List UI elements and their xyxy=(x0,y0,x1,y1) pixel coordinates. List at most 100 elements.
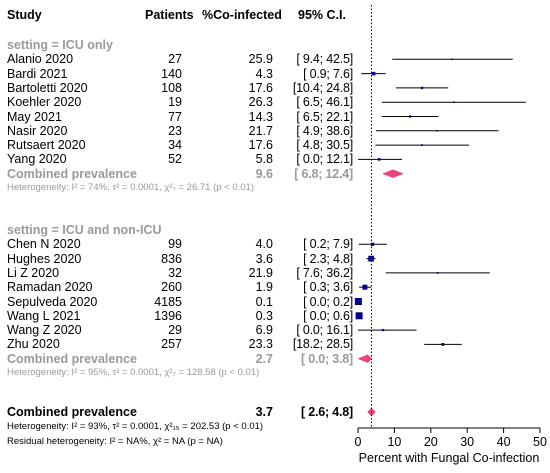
study-box xyxy=(377,158,381,161)
study-estimate: 21.9 xyxy=(248,265,273,280)
study-estimate: 14.3 xyxy=(248,109,273,124)
subgroup-title: setting = ICU and non-ICU xyxy=(7,223,162,237)
study-name: Nasir 2020 xyxy=(7,123,68,138)
study-estimate: 4.0 xyxy=(255,237,273,252)
study-name: Wang Z 2020 xyxy=(7,323,82,338)
study-estimate: 0.3 xyxy=(255,308,273,323)
study-estimate: 6.9 xyxy=(255,323,273,338)
combined-estimate: 2.7 xyxy=(255,351,273,366)
study-box xyxy=(436,272,439,274)
study-patients: 23 xyxy=(168,123,182,138)
x-tick-label: 50 xyxy=(533,435,547,449)
study-ci: [ 0.0; 0.2] xyxy=(303,294,353,309)
combined-estimate: 9.6 xyxy=(255,166,273,181)
combined-ci: [ 0.0; 3.8] xyxy=(301,351,353,366)
study-estimate: 1.9 xyxy=(255,280,273,295)
study-patients: 34 xyxy=(168,138,182,153)
study-name: Yang 2020 xyxy=(7,152,67,167)
study-ci: [ 7.6; 36.2] xyxy=(296,265,353,280)
study-patients: 140 xyxy=(161,66,182,81)
study-box xyxy=(371,71,376,76)
study-ci: [ 4.8; 30.5] xyxy=(296,138,353,153)
header-patients: Patients xyxy=(145,8,194,22)
study-ci: [ 0.9; 7.6] xyxy=(303,66,353,81)
study-ci: [ 9.4; 42.5] xyxy=(296,52,353,67)
combined-label: Combined prevalence xyxy=(7,351,137,366)
header-percent: %Co-infected xyxy=(202,8,282,22)
heterogeneity-text: Heterogeneity: I² = 74%, τ² = 0.0001, χ²… xyxy=(7,182,255,193)
study-estimate: 23.3 xyxy=(248,337,273,352)
study-patients: 52 xyxy=(168,152,182,167)
study-ci: [ 6.5; 46.1] xyxy=(296,95,353,110)
study-patients: 29 xyxy=(168,323,182,338)
study-box xyxy=(420,86,424,90)
study-estimate: 5.8 xyxy=(255,152,273,167)
study-patients: 99 xyxy=(168,237,182,252)
x-tick-label: 30 xyxy=(460,435,474,449)
study-patients: 257 xyxy=(161,337,182,352)
study-name: Rutsaert 2020 xyxy=(7,138,86,153)
study-patients: 1396 xyxy=(154,308,182,323)
x-tick-label: 10 xyxy=(387,435,401,449)
x-tick-label: 40 xyxy=(497,435,511,449)
study-box xyxy=(381,328,385,332)
study-ci: [ 0.3; 3.6] xyxy=(303,280,353,295)
study-name: Wang L 2021 xyxy=(7,308,81,323)
study-name: Bartoletti 2020 xyxy=(7,80,88,95)
study-name: May 2021 xyxy=(7,109,62,124)
study-patients: 4185 xyxy=(154,294,182,309)
study-ci: [10.4; 24.8] xyxy=(292,80,353,95)
study-patients: 108 xyxy=(161,80,182,95)
study-patients: 32 xyxy=(168,265,182,280)
study-box xyxy=(362,284,368,290)
study-name: Zhu 2020 xyxy=(7,337,60,352)
study-name: Chen N 2020 xyxy=(7,237,81,252)
study-estimate: 4.3 xyxy=(255,66,273,81)
study-box xyxy=(408,115,412,118)
overall-estimate: 3.7 xyxy=(255,405,273,419)
x-axis-label: Percent with Fungal Co-infection xyxy=(359,451,540,465)
study-estimate: 17.6 xyxy=(248,138,273,153)
study-box xyxy=(355,312,363,320)
study-name: Koehler 2020 xyxy=(7,95,82,110)
study-box xyxy=(452,101,455,103)
study-ci: [ 0.0; 12.1] xyxy=(296,152,353,167)
study-box xyxy=(370,242,375,246)
combined-diamond xyxy=(357,354,373,363)
study-estimate: 25.9 xyxy=(248,52,273,67)
study-ci: [ 0.0; 16.1] xyxy=(296,323,353,338)
study-name: Ramadan 2020 xyxy=(7,280,93,295)
study-ci: [ 0.2; 7.9] xyxy=(303,237,353,252)
study-name: Sepulveda 2020 xyxy=(7,294,98,309)
study-ci: [ 2.3; 4.8] xyxy=(303,251,353,266)
x-tick-label: 0 xyxy=(355,435,362,449)
overall-heterogeneity: Heterogeneity: I² = 93%, τ² = 0.0001, χ²… xyxy=(7,421,264,432)
combined-diamond xyxy=(382,169,404,178)
study-box xyxy=(421,144,423,146)
study-box xyxy=(451,58,454,61)
study-estimate: 0.1 xyxy=(255,294,273,309)
study-estimate: 26.3 xyxy=(248,95,273,110)
study-patients: 77 xyxy=(168,109,182,124)
combined-ci: [ 6.8; 12.4] xyxy=(294,166,353,181)
study-name: Bardi 2021 xyxy=(7,66,68,81)
study-ci: [18.2; 28.5] xyxy=(292,337,353,352)
study-box xyxy=(368,255,374,262)
study-box xyxy=(441,342,445,346)
subgroup-title: setting = ICU only xyxy=(7,38,113,52)
study-estimate: 21.7 xyxy=(248,123,273,138)
combined-label: Combined prevalence xyxy=(7,166,137,181)
residual-heterogeneity: Residual heterogeneity: I² = NA%, χ² = N… xyxy=(7,436,223,447)
header-study: Study xyxy=(7,8,42,22)
study-name: Hughes 2020 xyxy=(7,251,82,266)
study-patients: 260 xyxy=(161,280,182,295)
study-name: Li Z 2020 xyxy=(7,265,60,280)
heterogeneity-text: Heterogeneity: I² = 95%, τ² = 0.0001, χ²… xyxy=(7,367,260,378)
study-patients: 27 xyxy=(168,52,182,67)
study-patients: 19 xyxy=(168,95,182,110)
study-name: Alanio 2020 xyxy=(7,52,74,67)
study-patients: 836 xyxy=(161,251,182,266)
study-estimate: 17.6 xyxy=(248,80,273,95)
x-tick-label: 20 xyxy=(424,435,438,449)
